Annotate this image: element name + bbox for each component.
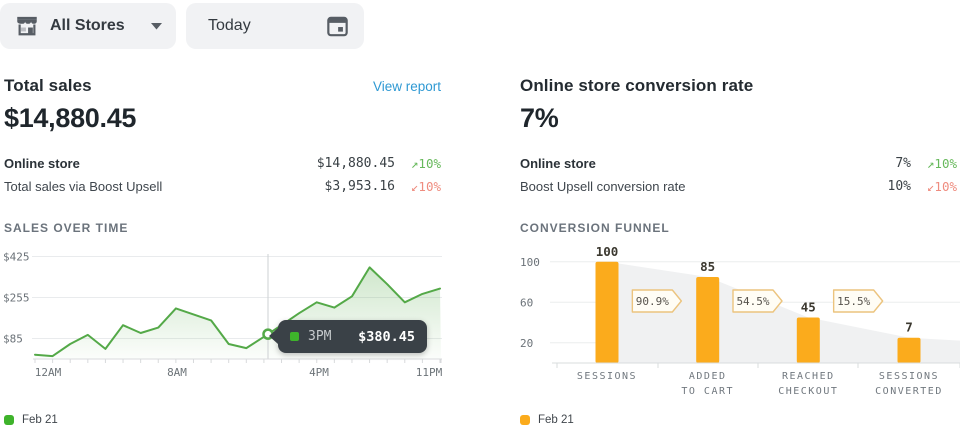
trend-down-arrow-icon: ↙ <box>926 179 935 194</box>
metric-delta-value: 10% <box>934 156 957 171</box>
metric-delta-down: ↙10% <box>395 179 441 194</box>
metric-value: 10% <box>887 179 911 194</box>
conversion-rate-value: 7% <box>520 103 559 133</box>
x-axis-label: 4PM <box>309 366 329 379</box>
y-axis-label: 20 <box>520 337 533 350</box>
sales-over-time-chart[interactable]: $425 $255 $85 12AM 8AM 4PM 11PM <box>0 243 450 383</box>
conversion-funnel-heading: CONVERSION FUNNEL <box>520 221 670 235</box>
y-axis-label: 60 <box>520 296 533 309</box>
store-selector-label: All Stores <box>50 17 125 34</box>
sales-over-time-heading: SALES OVER TIME <box>4 221 129 235</box>
metric-delta-down: ↙10% <box>911 179 957 194</box>
conversion-rate-tag <box>832 289 884 313</box>
metric-row-online-store: Online store $14,880.45 ↗10% <box>4 152 441 175</box>
conversion-funnel-chart[interactable]: 100 60 20 100 85 45 7 90.9% 54.5% 15.5% SESSIONS AD… <box>520 243 960 408</box>
chart-tooltip: 3PM $380.45 <box>269 320 427 353</box>
sales-line <box>34 266 441 358</box>
funnel-bar <box>595 261 619 363</box>
total-sales-value: $14,880.45 <box>4 103 137 133</box>
conversion-breakdown: Online store 7% ↗10% Boost Upsell conver… <box>520 152 957 198</box>
metric-value: $3,953.16 <box>324 179 395 194</box>
tooltip-series-swatch <box>290 332 299 341</box>
metric-label: Online store <box>520 156 596 171</box>
x-axis-label: 8AM <box>167 366 187 379</box>
calendar-icon <box>325 13 350 39</box>
metric-delta-value: 10% <box>934 179 957 194</box>
y-axis-label: $85 <box>3 333 23 346</box>
category-label: REACHED <box>782 371 835 382</box>
category-label: SESSIONS <box>577 371 637 382</box>
metric-label: Total sales via Boost Upsell <box>4 179 163 194</box>
total-sales-breakdown: Online store $14,880.45 ↗10% Total sales… <box>4 152 441 198</box>
x-axis-label: 11PM <box>416 366 443 379</box>
category-label: CONVERTED <box>875 386 943 397</box>
conversion-rate-header: Online store conversion rate <box>520 76 957 96</box>
bar-value-label: 85 <box>700 259 715 274</box>
y-axis-label: 100 <box>520 256 540 269</box>
bar-value-label: 7 <box>905 320 913 335</box>
funnel-bar <box>696 276 720 363</box>
tooltip-time: 3PM <box>308 329 332 344</box>
tooltip-value: $380.45 <box>358 328 415 345</box>
conversion-rate-tag-label: 54.5% <box>736 295 769 308</box>
metric-delta-up: ↗10% <box>395 156 441 171</box>
bar-value-label: 100 <box>596 244 619 259</box>
total-sales-title: Total sales <box>4 76 92 95</box>
view-report-link[interactable]: View report <box>372 78 441 94</box>
funnel-area <box>607 261 960 363</box>
store-selector[interactable]: All Stores <box>0 3 176 49</box>
metric-label: Boost Upsell conversion rate <box>520 179 686 194</box>
funnel-bar <box>796 317 820 363</box>
metric-delta-up: ↗10% <box>911 156 957 171</box>
bar-value-label: 45 <box>801 299 816 314</box>
conversion-rate-tag-label: 15.5% <box>837 295 870 308</box>
conversion-rate-tag-label: 90.9% <box>636 295 669 308</box>
metric-row-boost-upsell-rate: Boost Upsell conversion rate 10% ↙10% <box>520 175 957 198</box>
category-label: TO CART <box>681 386 734 397</box>
sales-legend: Feb 21 <box>4 414 58 426</box>
legend-swatch-orange <box>520 415 530 425</box>
y-axis-label: $255 <box>3 292 30 305</box>
category-label: SESSIONS <box>879 371 939 382</box>
trend-up-arrow-icon: ↗ <box>926 156 935 171</box>
legend-swatch-green <box>4 415 14 425</box>
conversion-rate-tag <box>631 289 683 313</box>
conversion-rate-tag <box>732 289 783 313</box>
metric-delta-value: 10% <box>418 179 441 194</box>
trend-down-arrow-icon: ↙ <box>410 179 419 194</box>
legend-label: Feb 21 <box>538 414 574 426</box>
total-sales-header: Total sales View report <box>4 76 441 96</box>
date-range-selector[interactable]: Today <box>186 3 364 49</box>
category-label: CHECKOUT <box>778 386 838 397</box>
legend-label: Feb 21 <box>22 414 58 426</box>
funnel-legend: Feb 21 <box>520 414 574 426</box>
metric-row-online-store-rate: Online store 7% ↗10% <box>520 152 957 175</box>
trend-up-arrow-icon: ↗ <box>410 156 419 171</box>
metric-value: $14,880.45 <box>316 156 395 171</box>
category-label: ADDED <box>689 371 727 382</box>
funnel-bar <box>897 337 921 363</box>
date-range-label: Today <box>208 17 251 34</box>
x-axis-label: 12AM <box>35 366 62 379</box>
chevron-down-icon <box>151 22 162 30</box>
metric-value: 7% <box>895 156 911 171</box>
metric-label: Online store <box>4 156 80 171</box>
conversion-rate-title: Online store conversion rate <box>520 76 754 95</box>
metric-delta-value: 10% <box>418 156 441 171</box>
y-axis-label: $425 <box>3 251 30 264</box>
storefront-icon <box>17 16 37 36</box>
metric-row-boost-upsell: Total sales via Boost Upsell $3,953.16 ↙… <box>4 175 441 198</box>
